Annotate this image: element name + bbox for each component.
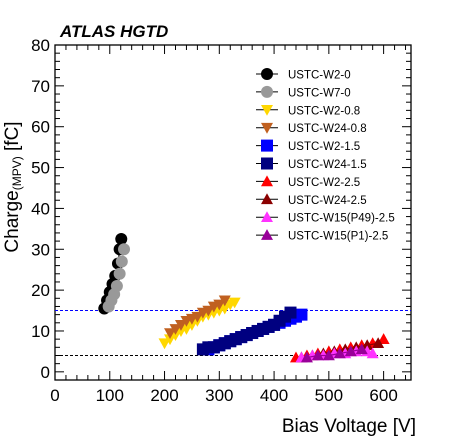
legend-item: USTC-W15(P49)-2.5 (256, 211, 395, 225)
data-point (284, 306, 297, 319)
data-point (322, 349, 335, 361)
legend-item: USTC-W24-1.5 (256, 157, 367, 171)
data-point (333, 347, 346, 359)
data-point (115, 233, 128, 246)
data-point (185, 320, 198, 331)
plot-frame (54, 44, 412, 381)
data-point (110, 280, 123, 293)
legend-marker (261, 139, 273, 152)
data-point (169, 324, 182, 335)
data-point (213, 299, 226, 311)
y-axis-label-sub: (MPV) (10, 156, 24, 190)
legend: USTC-W2-0 USTC-W7-0 USTC-W2-0.8 USTC-W24-0.… (256, 68, 395, 243)
data-point (158, 338, 171, 350)
y-tick-label: 60 (31, 118, 50, 137)
legend-item: USTC-W2-2.5 (256, 175, 360, 189)
legend-label: USTC-W2-0 (288, 70, 351, 82)
x-tick-label: 300 (205, 386, 233, 405)
legend-label: USTC-W24-2.5 (288, 195, 367, 207)
legend-marker (261, 193, 273, 205)
x-axis-label: Bias Voltage [V] (282, 416, 416, 437)
x-tick-label: 200 (150, 386, 178, 405)
data-point (164, 328, 177, 340)
data-point (202, 305, 215, 317)
data-series (98, 233, 390, 363)
data-point (180, 324, 193, 335)
data-point (295, 308, 308, 321)
x-tick-label: 0 (50, 386, 59, 405)
data-point (377, 333, 390, 344)
legend-label: USTC-W15(P1)-2.5 (288, 231, 388, 243)
y-tick-label: 40 (31, 199, 50, 218)
data-point (115, 255, 128, 268)
data-point (174, 320, 187, 331)
data-point (366, 347, 379, 359)
y-tick-label: 10 (31, 322, 50, 341)
y-tick-label: 0 (41, 363, 50, 382)
y-tick-label: 80 (31, 36, 50, 55)
legend-marker (261, 157, 273, 170)
legend-marker (261, 211, 273, 222)
legend-label: USTC-W24-1.5 (288, 159, 367, 171)
data-point (113, 267, 126, 280)
legend-item: USTC-W24-2.5 (256, 193, 367, 207)
y-tick-label: 20 (31, 281, 50, 300)
y-tick-label: 70 (31, 77, 50, 96)
series-5 (196, 306, 297, 356)
y-tick-label: 50 (31, 159, 50, 178)
series-9 (300, 343, 368, 363)
chart-heading: ATLAS HGTD (59, 22, 168, 41)
legend-item: USTC-W24-0.8 (256, 122, 367, 135)
data-point (344, 345, 357, 357)
data-point (118, 243, 131, 256)
legend-marker (261, 85, 273, 98)
y-axis-label: Charge(MPV) [fC] (2, 121, 24, 252)
legend-label: USTC-W24-0.8 (288, 123, 367, 135)
data-point (311, 349, 324, 361)
series-1 (102, 243, 131, 313)
legend-label: USTC-W2-2.5 (288, 177, 360, 189)
legend-item: USTC-W7-0 (256, 85, 351, 99)
x-tick-label: 500 (315, 386, 343, 405)
y-axis-label-main: Charge (2, 190, 23, 252)
legend-item: USTC-W15(P1)-2.5 (256, 229, 388, 243)
data-point (191, 311, 204, 323)
data-point (218, 303, 231, 315)
data-point (228, 297, 241, 309)
legend-item: USTC-W2-0.8 (256, 105, 360, 117)
legend-item: USTC-W2-1.5 (256, 139, 360, 153)
legend-label: USTC-W7-0 (288, 87, 351, 99)
data-point (355, 343, 368, 355)
tick-labels: 0 100 200 300 400 500 600 0 10 20 30 40 50 60 70 80 (31, 36, 398, 405)
data-point (372, 337, 385, 349)
legend-marker (261, 175, 273, 187)
data-point (218, 295, 231, 307)
legend-item: USTC-W2-0 (256, 68, 351, 82)
y-axis-label-unit: [fC] (2, 121, 23, 156)
legend-marker (261, 105, 273, 116)
data-point (361, 339, 374, 351)
legend-label: USTC-W2-0.8 (288, 105, 360, 117)
x-tick-label: 400 (260, 386, 288, 405)
axis-ticks (54, 44, 411, 381)
series-3 (164, 295, 231, 340)
legend-marker (261, 122, 273, 134)
x-tick-label: 600 (369, 386, 397, 405)
x-tick-label: 100 (96, 386, 124, 405)
legend-label: USTC-W15(P49)-2.5 (288, 213, 395, 225)
legend-marker (261, 229, 273, 240)
data-point (300, 351, 313, 363)
data-point (164, 334, 177, 346)
legend-label: USTC-W2-1.5 (288, 141, 360, 153)
legend-marker (261, 68, 273, 80)
y-tick-label: 30 (31, 240, 50, 259)
